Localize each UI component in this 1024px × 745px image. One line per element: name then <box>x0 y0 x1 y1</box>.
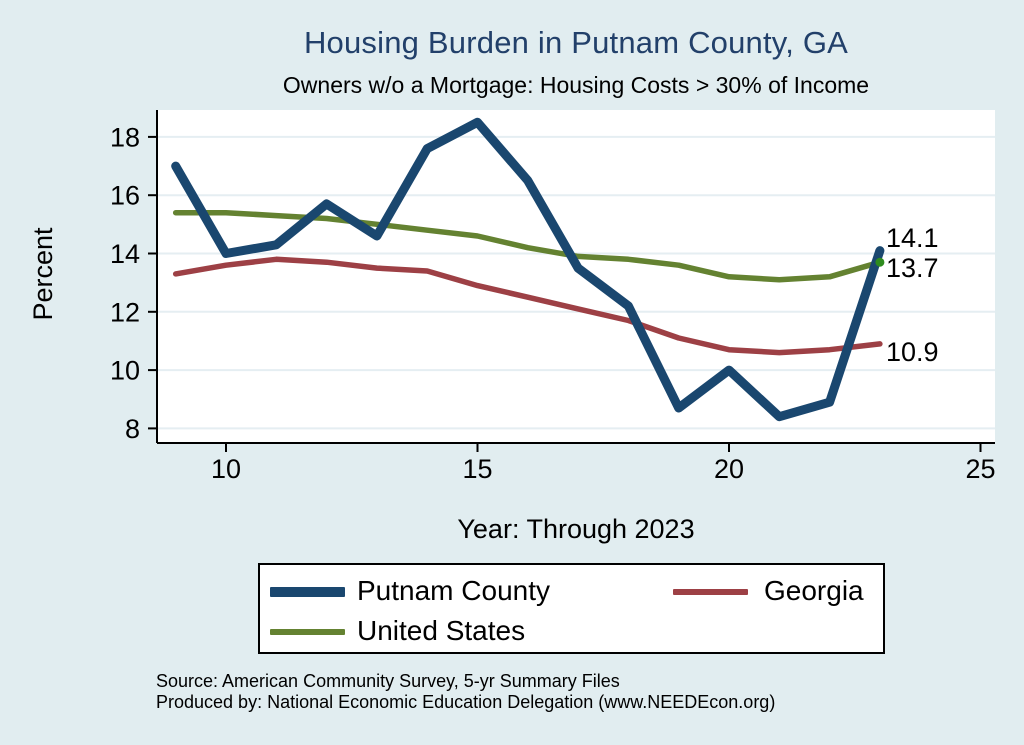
legend: Putnam County Georgia United States <box>258 563 885 654</box>
y-axis-title: Percent <box>28 227 58 321</box>
series-line-united-states <box>172 209 883 283</box>
legend-label-putnam-county: Putnam County <box>357 575 550 606</box>
source-line: Source: American Community Survey, 5-yr … <box>156 671 620 691</box>
y-tick-label: 8 <box>125 414 140 444</box>
x-tick-label: 25 <box>965 454 995 484</box>
legend-line-united-states <box>270 629 345 635</box>
x-tick-label: 20 <box>714 454 744 484</box>
y-tick-label: 18 <box>110 122 140 152</box>
y-tick-label: 12 <box>110 297 140 327</box>
series-line-georgia <box>172 256 883 356</box>
end-value-label-georgia: 10.9 <box>886 337 939 367</box>
plot-background <box>157 110 995 443</box>
end-value-label-putnam: 14.1 <box>886 223 939 253</box>
source-note: Source: American Community Survey, 5-yr … <box>156 671 775 713</box>
series-end-marker-united-states <box>875 257 885 267</box>
series-line-putnam-county <box>171 117 885 422</box>
legend-label-georgia: Georgia <box>764 575 864 606</box>
x-tick-label: 15 <box>462 454 492 484</box>
chart-subtitle: Owners w/o a Mortgage: Housing Costs > 3… <box>282 72 870 98</box>
y-tick-label: 14 <box>110 239 140 269</box>
produced-by-line: Produced by: National Economic Education… <box>156 692 776 712</box>
legend-line-georgia <box>673 589 748 595</box>
legend-label-united-states: United States <box>357 615 526 646</box>
x-tick-label: 10 <box>211 454 241 484</box>
end-value-label-united-states: 13.7 <box>886 253 939 283</box>
chart-title: Housing Burden in Putnam County, GA <box>303 25 849 60</box>
legend-line-putnam-county <box>270 587 345 597</box>
y-tick-label: 10 <box>110 356 140 386</box>
y-tick-label: 16 <box>110 181 140 211</box>
x-axis-title: Year: Through 2023 <box>457 514 695 544</box>
